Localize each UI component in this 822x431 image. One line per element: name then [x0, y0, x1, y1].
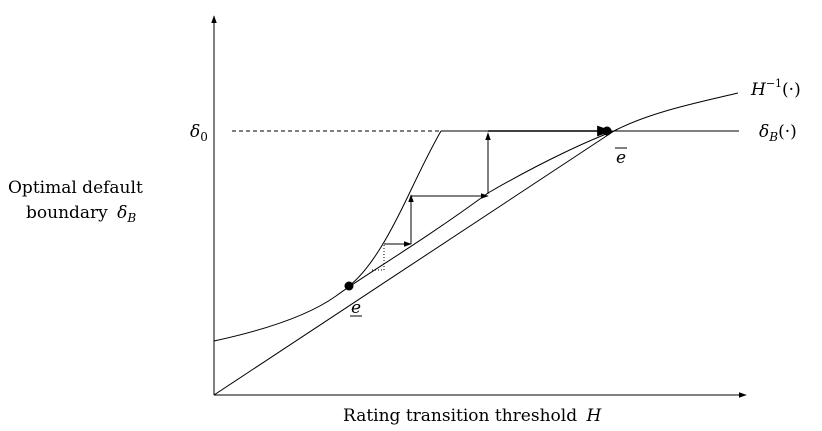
y-axis-label-line2: boundary δB	[26, 203, 136, 225]
y-axis-label-line1: Optimal default	[8, 178, 143, 198]
upper-fixed-point-label: e	[616, 148, 626, 168]
lower-fixed-point	[344, 281, 354, 291]
upper-fixed-point	[602, 126, 612, 136]
lower-fixed-point-label: e	[351, 298, 361, 318]
x-axis-label: Rating transition threshold H	[343, 406, 603, 426]
inverse-curve-label: H−1(·)	[750, 77, 801, 100]
delta0-label: δ0	[190, 122, 208, 144]
default-boundary-curve	[348, 130, 442, 287]
default-boundary-label: δB(·)	[759, 122, 797, 144]
diagonal-line	[213, 130, 615, 396]
inverse-threshold-curve	[213, 92, 739, 342]
